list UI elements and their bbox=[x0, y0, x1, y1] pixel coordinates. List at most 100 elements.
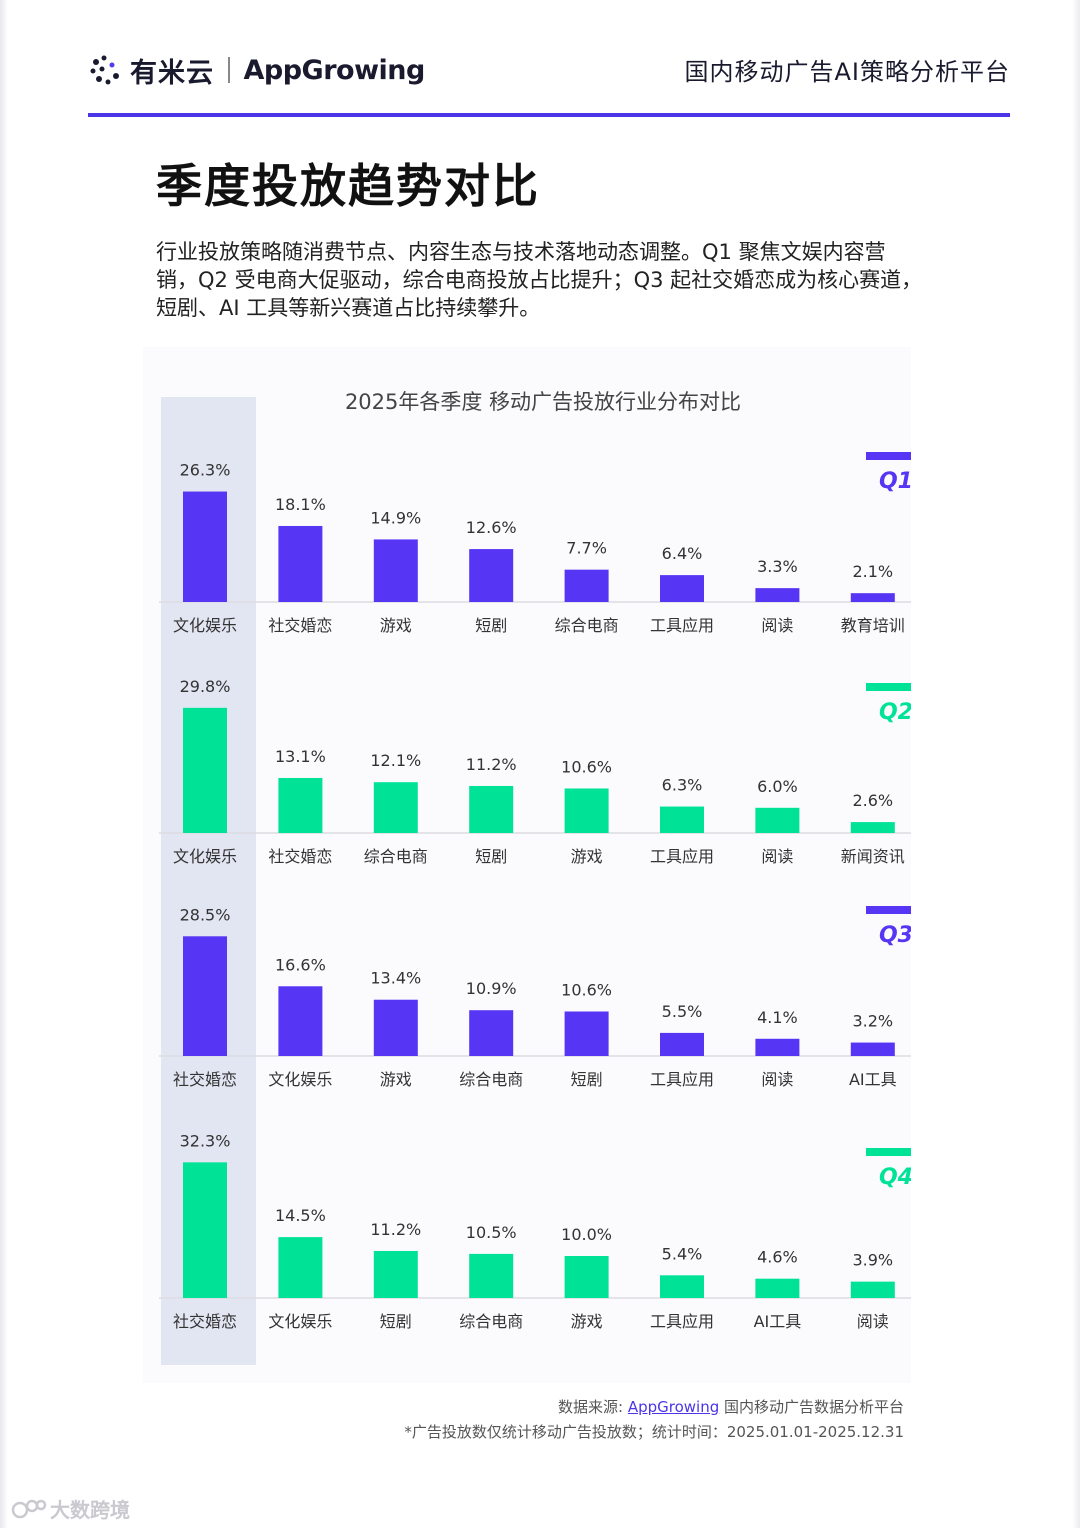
category-label: 阅读 bbox=[761, 847, 793, 866]
data-label: 18.1% bbox=[275, 495, 326, 514]
data-label: 13.1% bbox=[275, 747, 326, 766]
bar bbox=[278, 777, 323, 833]
category-label: 阅读 bbox=[761, 1070, 793, 1089]
data-label: 12.1% bbox=[370, 751, 421, 770]
bar bbox=[373, 782, 418, 833]
data-label: 10.9% bbox=[466, 979, 517, 998]
data-label: 11.2% bbox=[370, 1220, 421, 1239]
page-edge-left bbox=[0, 0, 8, 1528]
data-label: 3.2% bbox=[852, 1012, 893, 1031]
data-label: 3.3% bbox=[757, 557, 798, 576]
bar bbox=[850, 1281, 895, 1298]
data-label: 4.6% bbox=[757, 1248, 798, 1267]
quarter-label-q2: Q2 bbox=[879, 700, 911, 725]
category-label: 文化娱乐 bbox=[268, 1070, 332, 1089]
quarter-label-q4: Q4 bbox=[879, 1165, 911, 1190]
bar bbox=[183, 936, 227, 1056]
category-label: 工具应用 bbox=[650, 1312, 714, 1331]
bar bbox=[660, 575, 704, 602]
category-label: 综合电商 bbox=[364, 847, 428, 866]
bar bbox=[469, 549, 514, 602]
quarter-tag-bar-q3 bbox=[866, 906, 911, 914]
category-label: 综合电商 bbox=[459, 1070, 523, 1089]
category-label: AI工具 bbox=[849, 1070, 897, 1089]
category-label: 阅读 bbox=[761, 616, 793, 635]
category-label: 短剧 bbox=[475, 847, 507, 866]
bar bbox=[660, 806, 704, 833]
bar bbox=[755, 588, 800, 602]
watermark: 大数跨境 bbox=[10, 1494, 130, 1523]
category-label: 文化娱乐 bbox=[173, 616, 237, 635]
youmi-logo-icon bbox=[90, 55, 119, 85]
data-source: 数据来源: AppGrowing 国内移动广告数据分析平台 bbox=[558, 1396, 904, 1417]
bar bbox=[278, 1237, 323, 1298]
data-label: 6.0% bbox=[757, 777, 798, 796]
bar bbox=[469, 1253, 514, 1298]
data-label: 28.5% bbox=[180, 905, 231, 924]
page-title: 季度投放趋势对比 bbox=[156, 159, 540, 213]
category-label: 工具应用 bbox=[650, 847, 714, 866]
category-label: 短剧 bbox=[380, 1312, 412, 1331]
source-prefix: 数据来源: bbox=[557, 1398, 628, 1416]
data-label: 6.3% bbox=[662, 776, 703, 795]
category-label: 新闻资讯 bbox=[841, 847, 905, 866]
bar bbox=[183, 707, 227, 833]
data-label: 5.5% bbox=[662, 1002, 703, 1021]
bar bbox=[564, 1256, 609, 1298]
category-label: 游戏 bbox=[571, 847, 603, 866]
bar bbox=[183, 491, 227, 602]
watermark-text: 大数跨境 bbox=[50, 1498, 130, 1522]
brand-name-cn: 有米云 bbox=[130, 57, 214, 89]
category-label: 社交婚恋 bbox=[268, 847, 332, 866]
data-label: 10.0% bbox=[561, 1225, 612, 1244]
bar bbox=[755, 1278, 800, 1298]
data-label: 29.8% bbox=[180, 677, 231, 696]
category-label: 社交婚恋 bbox=[173, 1312, 237, 1331]
source-suffix: 国内移动广告数据分析平台 bbox=[719, 1398, 904, 1416]
data-label: 10.5% bbox=[466, 1223, 517, 1242]
data-label: 10.6% bbox=[561, 757, 612, 776]
data-label: 2.1% bbox=[852, 562, 893, 581]
bar bbox=[564, 569, 609, 602]
data-label: 16.6% bbox=[275, 955, 326, 974]
bar bbox=[660, 1275, 704, 1298]
category-label: 综合电商 bbox=[459, 1312, 523, 1331]
quarterly-industry-chart: 2025年各季度 移动广告投放行业分布对比 Q1 26.3% 文化娱乐 18.1% 社交婚… bbox=[159, 390, 911, 1365]
category-label: 阅读 bbox=[857, 1312, 889, 1331]
data-label: 12.6% bbox=[466, 518, 517, 537]
category-label: 综合电商 bbox=[555, 616, 619, 635]
data-label: 3.9% bbox=[852, 1251, 893, 1270]
bar bbox=[278, 986, 323, 1056]
source-link[interactable]: AppGrowing bbox=[627, 1398, 720, 1416]
category-label: 短剧 bbox=[475, 616, 507, 635]
bar bbox=[469, 785, 514, 833]
bar bbox=[373, 1250, 418, 1298]
category-label: 游戏 bbox=[571, 1312, 603, 1331]
data-label: 11.2% bbox=[466, 755, 517, 774]
intro-paragraph: 行业投放策略随消费节点、内容生态与技术落地动态调整。Q1 聚焦文娱内容营销，Q2… bbox=[156, 240, 923, 320]
bar bbox=[660, 1032, 704, 1056]
brand: 有米云 AppGrowing bbox=[88, 48, 425, 92]
data-label: 26.3% bbox=[180, 461, 231, 480]
category-label: 游戏 bbox=[380, 1070, 412, 1089]
watermark-logo-icon bbox=[11, 1499, 47, 1518]
bar bbox=[373, 539, 418, 602]
bar bbox=[755, 807, 800, 833]
category-label: 工具应用 bbox=[650, 616, 714, 635]
brand-name-en: AppGrowing bbox=[243, 54, 426, 86]
bar bbox=[850, 1042, 895, 1056]
bar bbox=[564, 1011, 609, 1056]
quarter-tag-bar-q2 bbox=[866, 683, 911, 691]
chart-panel: 2025年各季度 移动广告投放行业分布对比 Q1 26.3% 文化娱乐 18.1% 社交婚… bbox=[143, 347, 911, 1383]
bar bbox=[850, 593, 895, 602]
bar bbox=[564, 788, 609, 833]
data-label: 4.1% bbox=[757, 1008, 798, 1027]
quarter-tag-bar-q1 bbox=[866, 452, 911, 460]
bar bbox=[469, 1010, 514, 1056]
chart-title: 2025年各季度 移动广告投放行业分布对比 bbox=[345, 390, 741, 414]
page-header: 有米云 AppGrowing 国内移动广告AI策略分析平台 bbox=[88, 48, 1010, 92]
category-label: 社交婚恋 bbox=[173, 1070, 237, 1089]
brand-divider bbox=[228, 57, 230, 83]
header-divider bbox=[88, 113, 1010, 117]
quarter-label-q3: Q3 bbox=[879, 923, 911, 948]
